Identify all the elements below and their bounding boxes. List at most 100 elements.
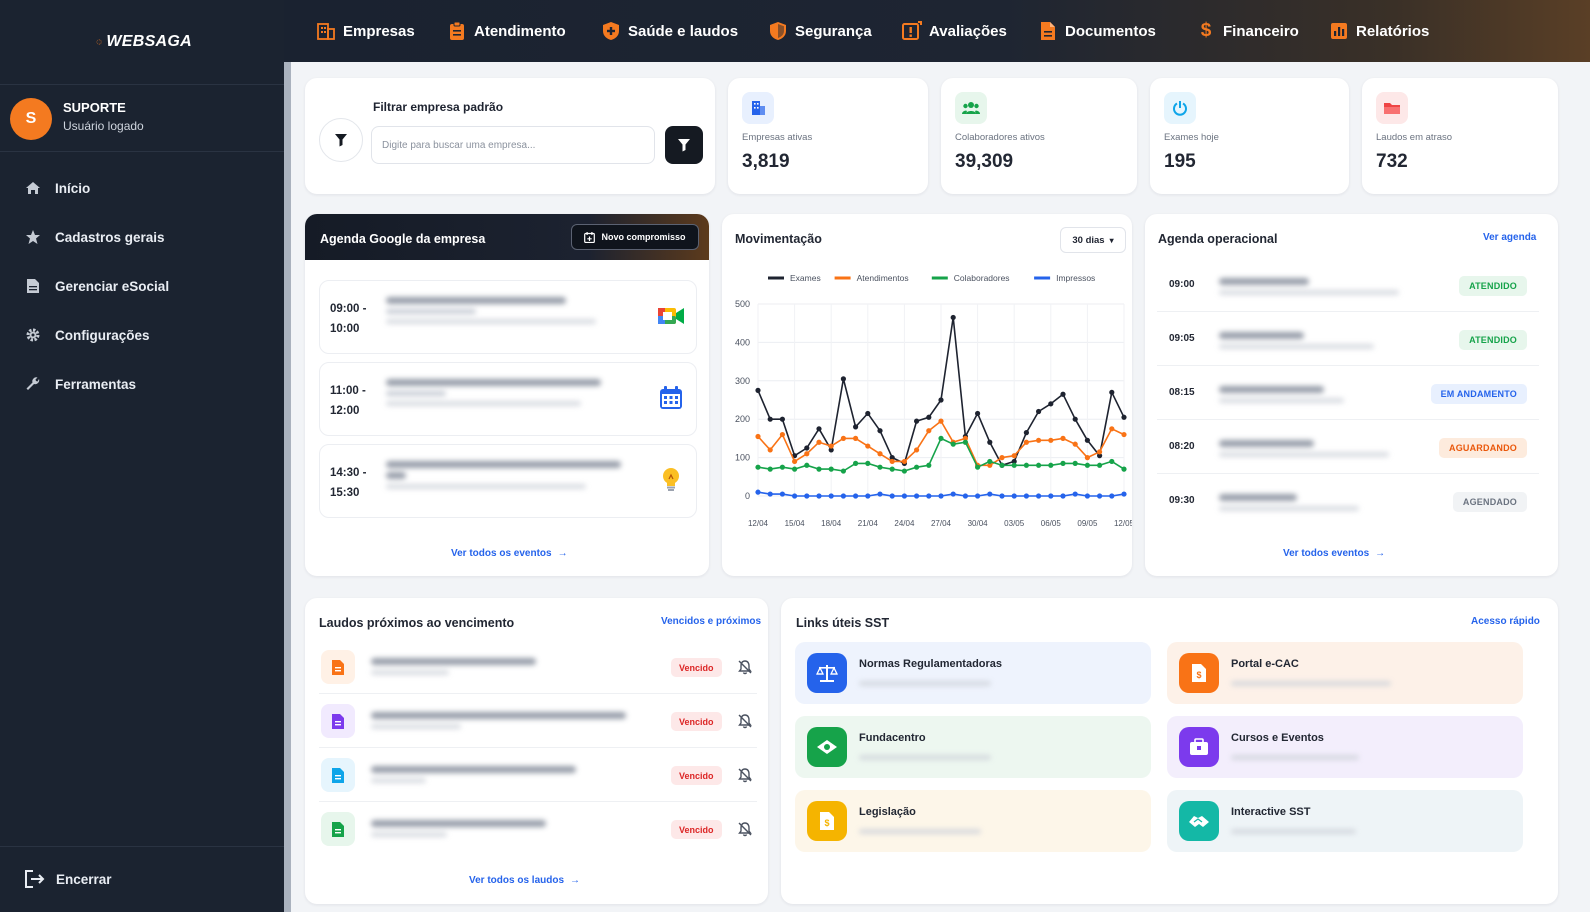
quick-access-link[interactable]: Acesso rápido [1471, 616, 1540, 627]
laudo-item[interactable]: Vencido [319, 748, 757, 802]
menu-seguranca[interactable]: Segurança [768, 18, 872, 44]
clipboard-icon [447, 21, 467, 41]
period-select[interactable]: 30 dias ▾ [1060, 227, 1126, 253]
menu-empresas[interactable]: Empresas [316, 18, 415, 44]
status-badge: AGENDADO [1452, 492, 1527, 512]
menu-financeiro[interactable]: $ Financeiro [1196, 18, 1299, 44]
status-badge: AGUARDANDO [1439, 438, 1527, 458]
data-point-impressos [1084, 493, 1090, 499]
sidebar-item-inicio[interactable]: Início [0, 170, 284, 206]
data-point-exames [1072, 416, 1078, 422]
data-point-exames [1036, 408, 1042, 415]
link-cursos[interactable]: Cursos e Eventos [1167, 716, 1523, 778]
sidebar-item-configuracoes[interactable]: Configurações [0, 317, 284, 353]
document-dollar-icon: $ [1179, 653, 1219, 693]
menu-documentos[interactable]: Documentos [1038, 18, 1156, 44]
data-point-colaboradores [889, 466, 895, 472]
stat-card-colaboradores[interactable]: Colaboradores ativos 39,309 [941, 78, 1137, 194]
status-badge: ATENDIDO [1459, 330, 1527, 350]
data-point-impressos [950, 491, 956, 497]
company-search-input[interactable] [371, 126, 655, 164]
menu-avaliacoes[interactable]: Avaliações [902, 18, 1007, 44]
document-icon: $ [807, 801, 847, 841]
link-ecac[interactable]: $ Portal e-CAC [1167, 642, 1523, 704]
menu-relatorios[interactable]: Relatórios [1329, 18, 1429, 44]
stat-card-exames[interactable]: Exames hoje 195 [1150, 78, 1349, 194]
agenda-item[interactable]: 09:05 ATENDIDO [1157, 314, 1539, 366]
link-normas[interactable]: Normas Regulamentadoras [795, 642, 1151, 704]
menu-atendimento[interactable]: Atendimento [447, 18, 566, 44]
stat-card-empresas[interactable]: Empresas ativas 3,819 [728, 78, 928, 194]
sidebar-item-ferramentas[interactable]: Ferramentas [0, 366, 284, 402]
filter-funnel-icon[interactable] [319, 118, 363, 162]
data-point-impressos [828, 493, 834, 499]
file-icon [321, 650, 355, 684]
file-icon [321, 812, 355, 846]
event-time: 09:00 - 10:00 [330, 299, 380, 339]
agenda-item[interactable]: 08:15 EM ANDAMENTO [1157, 368, 1539, 420]
view-all-laudos-link[interactable]: Ver todos os laudos → [469, 875, 580, 886]
data-point-exames [1023, 430, 1029, 436]
sidebar-item-label: Ferramentas [55, 376, 137, 392]
bell-off-icon[interactable] [737, 713, 753, 729]
brand-name: WEBSAGA [106, 33, 192, 50]
x-tick-label: 09/05 [1077, 519, 1098, 528]
sidebar-scrollbar[interactable] [284, 62, 291, 912]
data-point-exames [853, 424, 859, 430]
bell-off-icon[interactable] [737, 659, 753, 675]
event-item[interactable]: 11:00 - 12:00 [319, 362, 697, 436]
data-point-exames [1097, 453, 1103, 459]
event-item[interactable]: 14:30 - 15:30 [319, 444, 697, 518]
link-fundacentro[interactable]: Fundacentro [795, 716, 1151, 778]
logout-button[interactable]: Encerrar [0, 846, 284, 912]
data-point-colaboradores [926, 462, 932, 468]
shield-icon [768, 21, 788, 41]
x-tick-label: 24/04 [894, 519, 915, 528]
new-appointment-button[interactable]: Novo compromisso [571, 224, 699, 250]
brand-logo[interactable]: WEBSAGA [96, 28, 192, 56]
x-tick-label: 12/05 [1114, 519, 1132, 528]
laudo-item[interactable]: Vencido [319, 694, 757, 748]
menu-label: Avaliações [929, 22, 1007, 40]
stat-label: Empresas ativas [742, 132, 813, 143]
agenda-item[interactable]: 09:00 ATENDIDO [1157, 260, 1539, 312]
view-all-events-link[interactable]: Ver todos os eventos → [451, 548, 568, 559]
link-label: Ver todos os eventos [451, 548, 552, 559]
stat-card-laudos[interactable]: Laudos em atraso 732 [1362, 78, 1558, 194]
home-icon [24, 179, 42, 197]
link-subtitle-redacted [859, 750, 999, 765]
link-interactive[interactable]: Interactive SST [1167, 790, 1523, 852]
star-icon [24, 228, 42, 246]
laudo-item[interactable]: Vencido [319, 640, 757, 694]
building-icon [742, 92, 774, 124]
status-badge: EM ANDAMENTO [1430, 384, 1527, 404]
lightbulb-icon[interactable] [656, 465, 686, 495]
sidebar-item-label: Início [55, 180, 91, 196]
google-meet-icon[interactable] [656, 301, 686, 331]
data-point-impressos [1121, 491, 1127, 497]
calendar-icon[interactable] [656, 383, 686, 413]
view-agenda-link[interactable]: Ver agenda [1483, 232, 1537, 243]
laudo-details-redacted [371, 816, 633, 842]
agenda-item[interactable]: 08:20 AGUARDANDO [1157, 422, 1539, 474]
agenda-item[interactable]: 09:30 AGENDADO [1157, 476, 1539, 528]
bell-off-icon[interactable] [737, 767, 753, 783]
filter-apply-button[interactable] [665, 126, 703, 164]
view-all-events-link[interactable]: Ver todos eventos → [1283, 548, 1385, 559]
link-label: Legislação [859, 806, 916, 818]
menu-saude[interactable]: Saúde e laudos [601, 18, 738, 44]
movimentacao-title: Movimentação [735, 232, 822, 246]
link-subtitle-redacted [859, 824, 999, 839]
laudos-title: Laudos próximos ao vencimento [319, 616, 515, 630]
link-legislacao[interactable]: $ Legislação [795, 790, 1151, 852]
bar-chart-icon [1329, 21, 1349, 41]
chevron-down-icon: ▾ [1109, 235, 1114, 245]
laudo-item[interactable]: Vencido [319, 802, 757, 856]
event-item[interactable]: 09:00 - 10:00 [319, 280, 697, 354]
sidebar-item-esocial[interactable]: Gerenciar eSocial [0, 268, 284, 304]
sidebar-item-cadastros[interactable]: Cadastros gerais [0, 219, 284, 255]
bell-off-icon[interactable] [737, 821, 753, 837]
laudo-details-redacted [371, 708, 633, 734]
avatar[interactable]: S [10, 98, 52, 140]
vencidos-link[interactable]: Vencidos e próximos [661, 616, 762, 627]
